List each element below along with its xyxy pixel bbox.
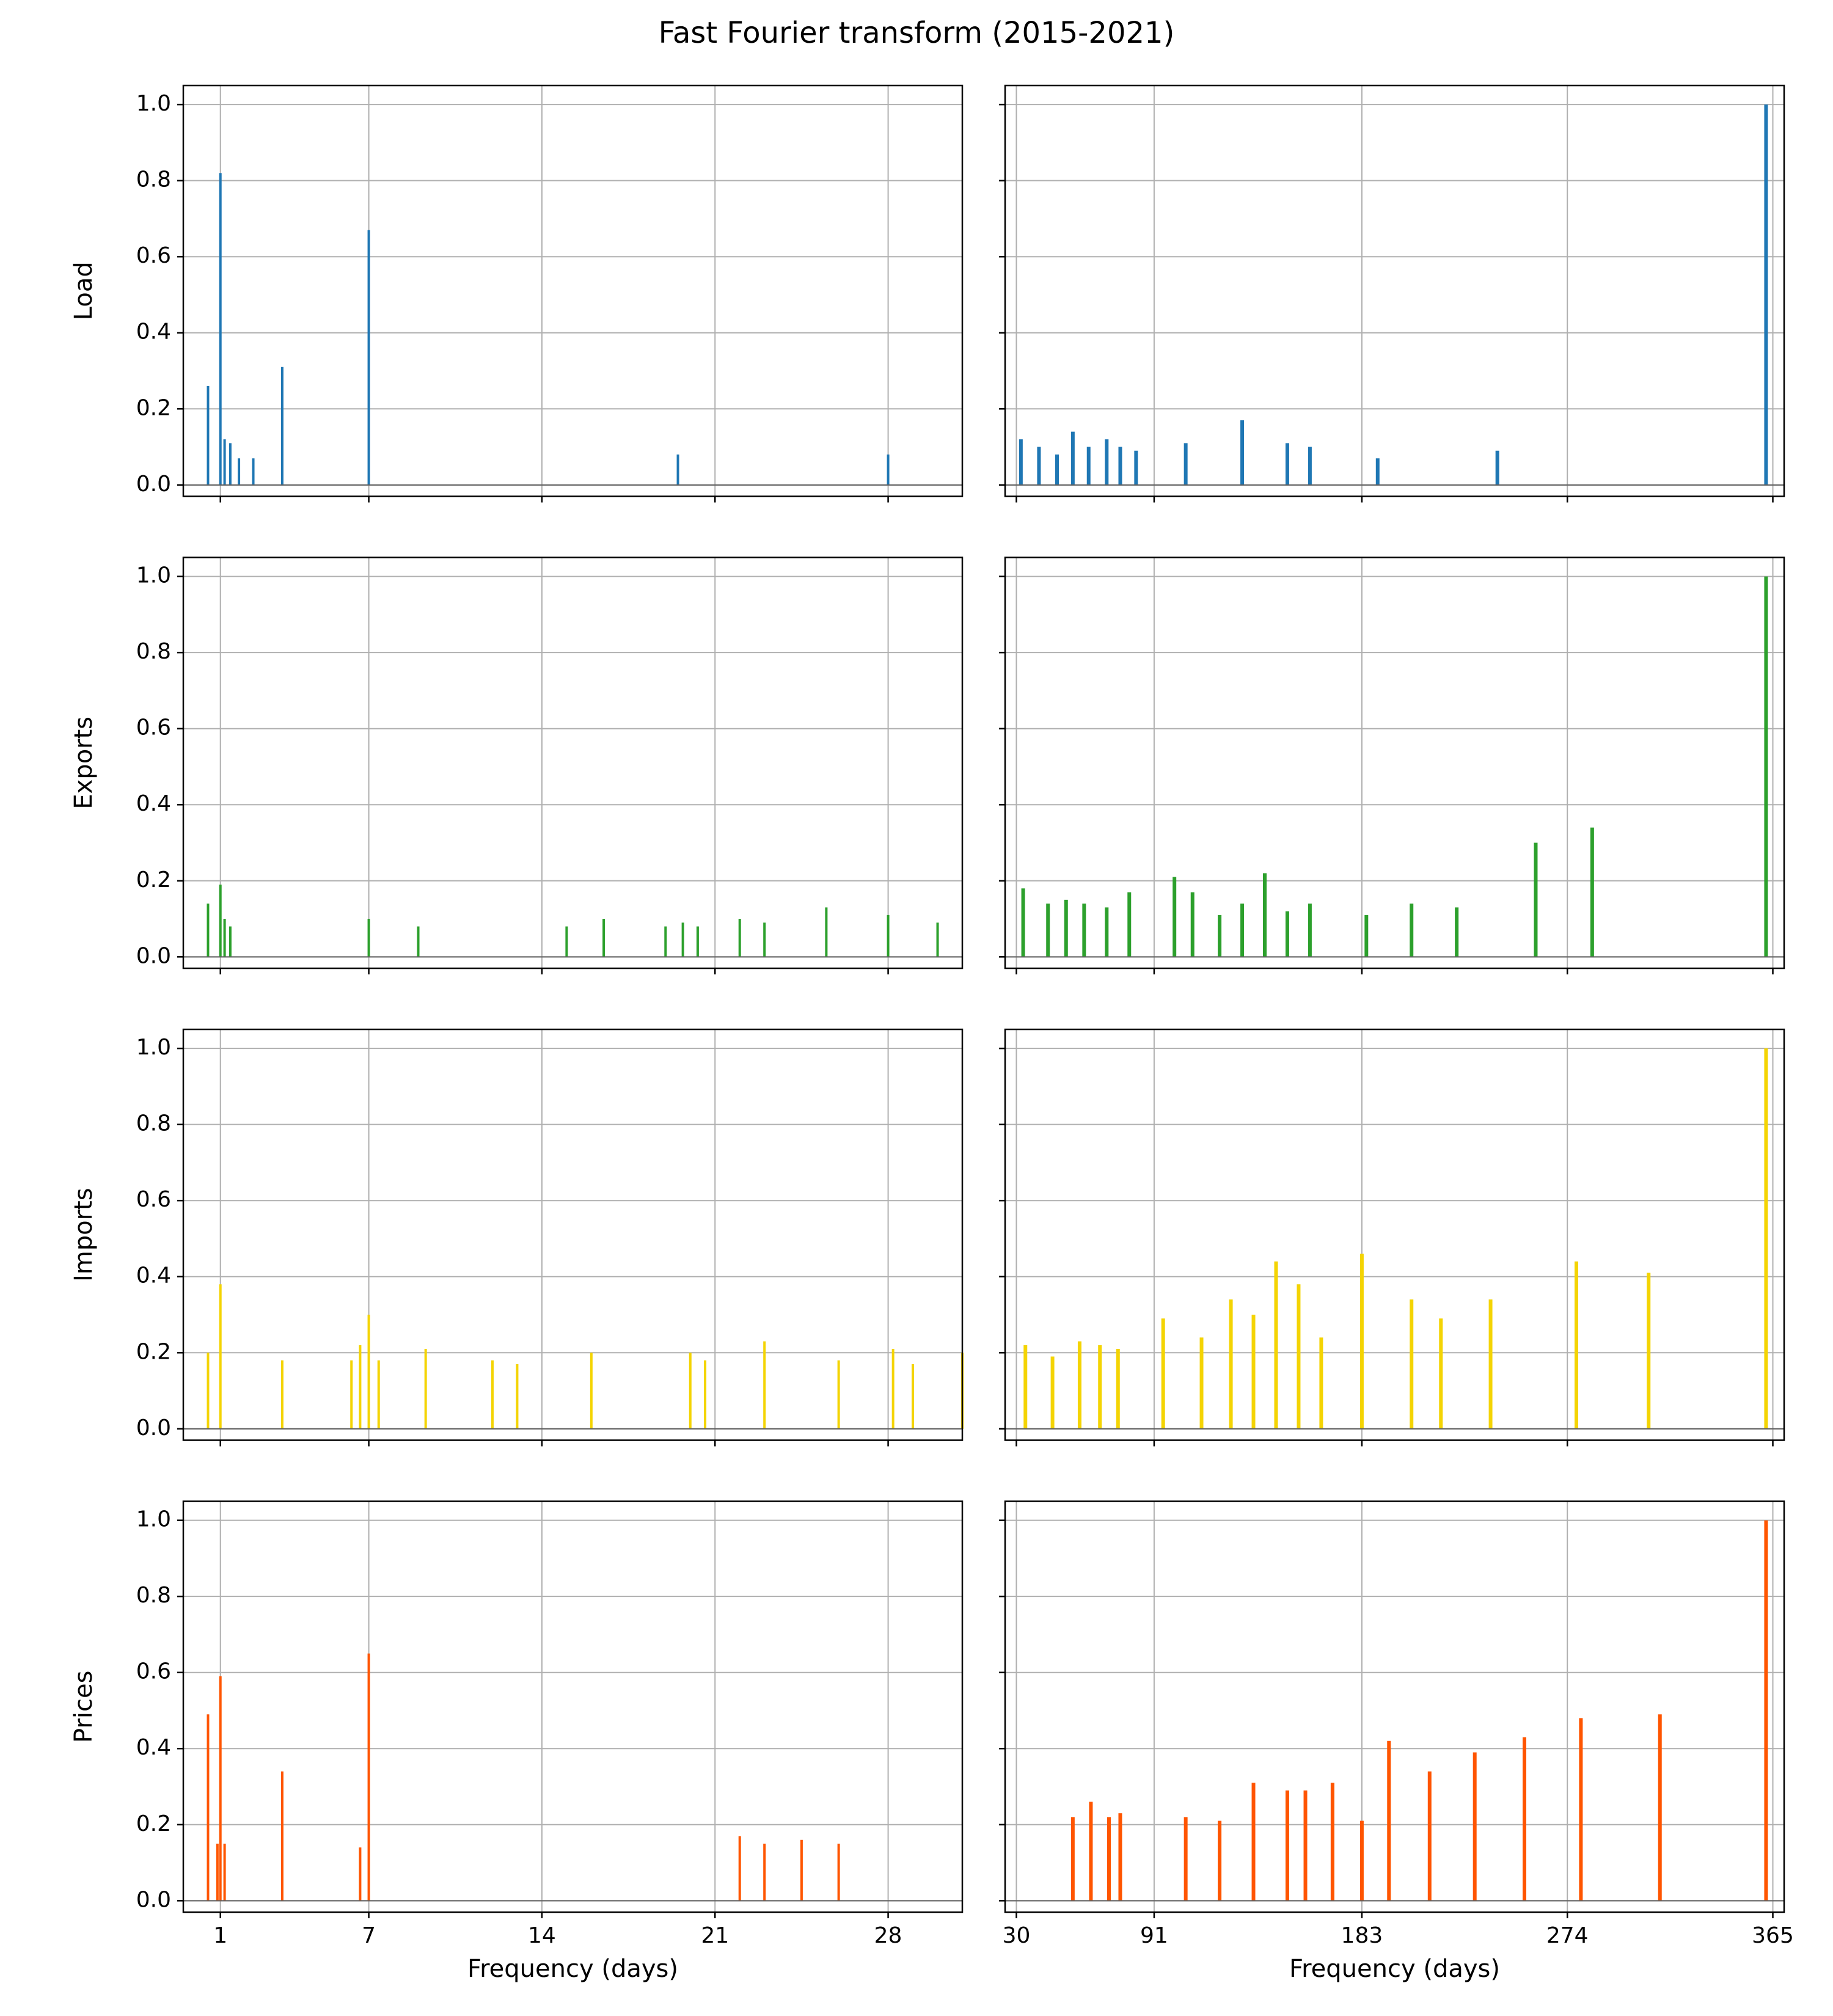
ytick-label: 0.2 xyxy=(136,1339,171,1364)
xtick-label: 21 xyxy=(701,1923,729,1948)
ytick-label: 1.0 xyxy=(136,91,171,116)
ytick-label: 0.2 xyxy=(136,395,171,420)
ytick-label: 0.0 xyxy=(136,1415,171,1441)
ytick-label: 0.4 xyxy=(136,791,171,816)
ytick-label: 0.6 xyxy=(136,715,171,740)
ytick-label: 0.6 xyxy=(136,1659,171,1684)
ytick-label: 0.6 xyxy=(136,243,171,268)
xtick-label: 28 xyxy=(874,1923,902,1948)
ylabel-prices: Prices xyxy=(70,1671,98,1743)
ytick-label: 0.4 xyxy=(136,320,171,345)
xtick-label: 183 xyxy=(1341,1923,1383,1948)
ytick-label: 0.6 xyxy=(136,1187,171,1212)
fft-figure: Fast Fourier transform (2015-2021) 0.0 0.2… xyxy=(0,0,1833,2016)
ytick-label: 0.8 xyxy=(136,167,171,192)
ytick-label: 1.0 xyxy=(136,563,171,588)
xtick-label: 14 xyxy=(528,1923,556,1948)
ytick-label: 1.0 xyxy=(136,1035,171,1060)
ytick-label: 0.4 xyxy=(136,1735,171,1760)
ylabel-exports: Exports xyxy=(70,717,98,809)
xtick-label: 365 xyxy=(1752,1923,1794,1948)
xlabel-right: Frequency (days) xyxy=(1289,1955,1500,1983)
xlabel-left: Frequency (days) xyxy=(467,1955,678,1983)
ytick-label: 0.2 xyxy=(136,867,171,893)
xtick-label: 7 xyxy=(362,1923,376,1948)
ytick-label: 0.0 xyxy=(136,1887,171,1912)
ylabel-imports: Imports xyxy=(70,1188,98,1282)
ytick-label: 0.4 xyxy=(136,1263,171,1288)
ytick-label: 0.8 xyxy=(136,639,171,664)
xtick-label: 1 xyxy=(213,1923,227,1948)
ytick-label: 0.0 xyxy=(136,472,171,497)
suptitle: Fast Fourier transform (2015-2021) xyxy=(659,16,1175,50)
ytick-label: 1.0 xyxy=(136,1507,171,1532)
xtick-label: 274 xyxy=(1546,1923,1589,1948)
ytick-label: 0.8 xyxy=(136,1111,171,1136)
ytick-label: 0.2 xyxy=(136,1811,171,1836)
xtick-label: 91 xyxy=(1140,1923,1168,1948)
ytick-label: 0.0 xyxy=(136,943,171,968)
ytick-label: 0.8 xyxy=(136,1583,171,1608)
ylabel-load: Load xyxy=(70,261,98,320)
xtick-label: 30 xyxy=(1003,1923,1031,1948)
